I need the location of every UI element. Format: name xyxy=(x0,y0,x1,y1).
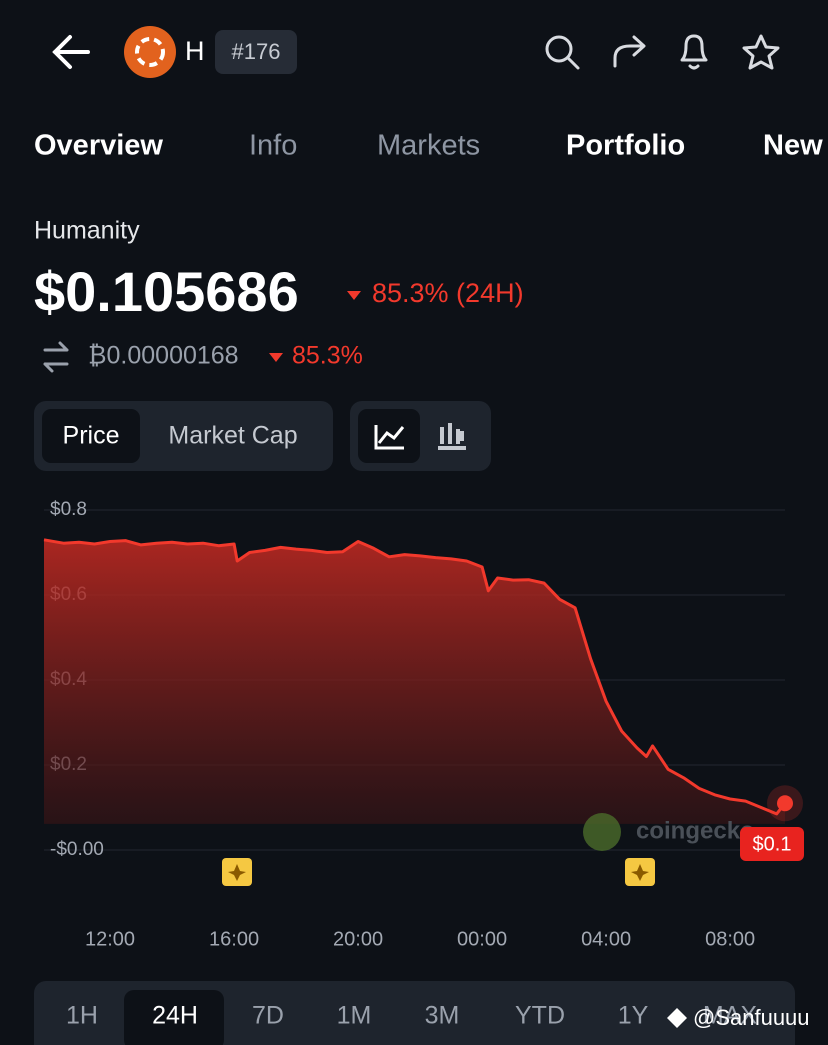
area xyxy=(44,539,785,824)
coin-logo xyxy=(124,26,176,78)
end-label: $0.1 xyxy=(753,833,792,855)
x-tick-label: 08:00 xyxy=(705,928,755,950)
range-option[interactable]: 1M xyxy=(337,1002,372,1030)
y-tick-label: $0.8 xyxy=(50,499,87,520)
x-tick-label: 04:00 xyxy=(581,928,631,950)
price-line xyxy=(43,538,787,816)
swap-icon xyxy=(43,341,69,373)
tab[interactable]: Portfolio xyxy=(566,130,685,162)
coin-symbol: H xyxy=(185,36,205,66)
event-icon xyxy=(631,864,649,881)
x-tick-label: 12:00 xyxy=(85,928,135,950)
alert-button[interactable] xyxy=(680,34,708,70)
event-icon xyxy=(228,864,246,881)
range-option[interactable]: 3M xyxy=(425,1002,460,1030)
candle-chart-button[interactable] xyxy=(438,423,466,450)
range-option[interactable]: 24H xyxy=(152,1002,198,1030)
range-option[interactable]: YTD xyxy=(515,1002,565,1030)
range-selected xyxy=(124,990,224,1045)
credit: @Sanfuuuu xyxy=(693,1005,810,1030)
tab[interactable]: Markets xyxy=(377,130,480,162)
range-option[interactable]: 1Y xyxy=(618,1002,649,1030)
coin-logo-mark xyxy=(135,37,165,67)
toggle[interactable]: Market Cap xyxy=(168,422,297,450)
search-button[interactable] xyxy=(545,35,580,70)
rank: #176 xyxy=(232,39,281,64)
range-bar xyxy=(34,981,795,1045)
end-label-box xyxy=(740,827,804,861)
rank-pill xyxy=(215,30,297,74)
x-tick-label: 00:00 xyxy=(457,928,507,950)
range-option[interactable]: 1H xyxy=(66,1002,98,1030)
chart: $0.8$0.6$0.4$0.2-$0.0012:0016:0020:0000:… xyxy=(43,499,804,950)
down-arrow xyxy=(269,353,283,362)
credit-logo xyxy=(667,1008,687,1028)
line-chart-button[interactable] xyxy=(374,425,405,450)
watermark: coingecko xyxy=(636,817,755,844)
price-change: 85.3% (24H) xyxy=(372,278,524,308)
toggle[interactable]: Price xyxy=(63,422,120,450)
favorite-button[interactable] xyxy=(742,34,780,70)
btc-price: ₿0.00000168 xyxy=(88,342,239,370)
ranges: 1H 24H 7D 1M 3M YTD 1Y MAX xyxy=(66,1002,757,1030)
price: $0.105686 xyxy=(34,260,299,323)
coin-name: Humanity xyxy=(34,217,140,245)
tab[interactable]: New xyxy=(763,130,823,162)
x-tick-label: 16:00 xyxy=(209,928,259,950)
down-arrow xyxy=(347,291,361,300)
tab[interactable]: Overview xyxy=(34,130,163,162)
x-tick-label: 20:00 xyxy=(333,928,383,950)
end-point xyxy=(777,795,793,812)
y-tick-label: -$0.00 xyxy=(50,839,104,860)
range-option[interactable]: 7D xyxy=(252,1002,284,1030)
back-button[interactable] xyxy=(52,35,90,69)
range-option[interactable]: MAX xyxy=(703,1002,758,1030)
tab[interactable]: Info xyxy=(249,130,297,162)
share-button[interactable] xyxy=(613,35,646,68)
watermark-logo xyxy=(583,813,621,851)
toggle-selected xyxy=(42,409,140,463)
btc-change: 85.3% xyxy=(292,342,363,370)
